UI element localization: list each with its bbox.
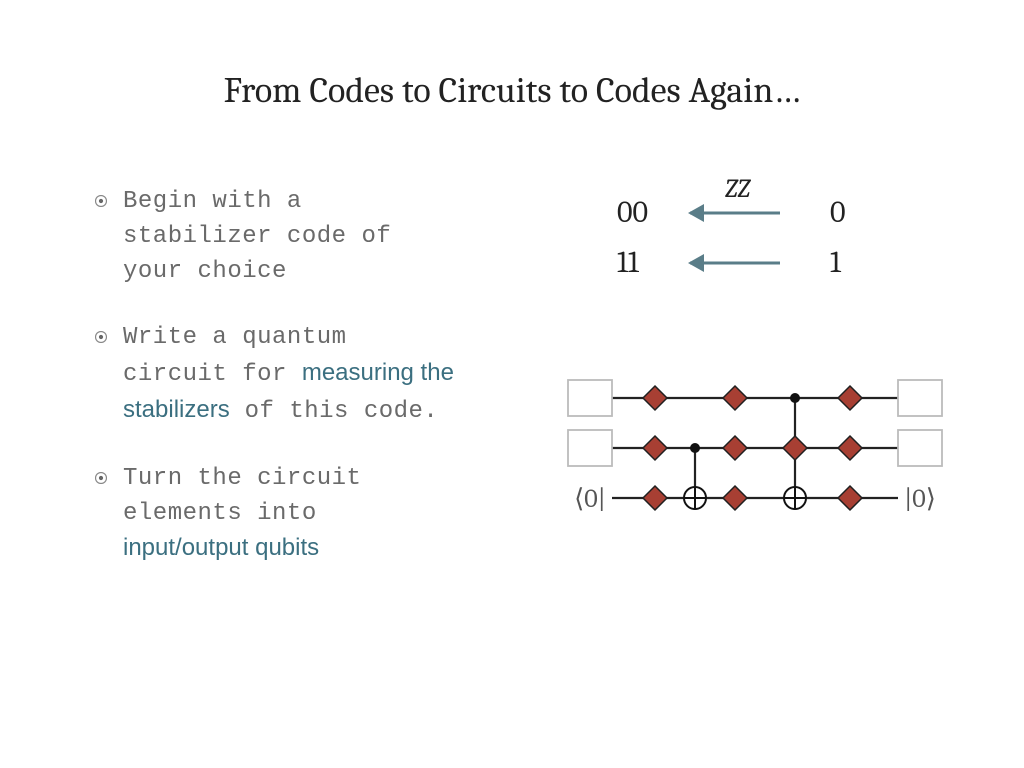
bullet-text: Begin with a stabilizer code of your cho… (123, 185, 455, 289)
bullet-highlight: input/output qubits (123, 534, 319, 561)
mapping-right-label: 0 (830, 195, 846, 230)
svg-text:⟨0|: ⟨0| (574, 484, 606, 514)
bullet-icon (95, 195, 107, 207)
bullet-item: Begin with a stabilizer code of your cho… (95, 185, 455, 289)
svg-text:|0⟩: |0⟩ (904, 484, 936, 514)
bullet-item: Write a quantum circuit for measuring th… (95, 321, 455, 429)
mapping-left-label: 00 (617, 195, 648, 230)
circuit-svg: ⟨0| |0⟩ (560, 368, 950, 528)
mapping-left-label: 11 (617, 245, 639, 280)
bullet-list: Begin with a stabilizer code of your cho… (95, 185, 455, 600)
slide: From Codes to Circuits to Codes Again… B… (0, 0, 1024, 768)
mapping-diagram: ZZ 000111 (560, 175, 940, 295)
slide-title: From Codes to Circuits to Codes Again… (0, 70, 1024, 111)
bullet-text: Write a quantum circuit for measuring th… (123, 321, 455, 429)
bullet-text: Turn the circuit elements into input/out… (123, 462, 455, 568)
bullet-highlight: measuring the stabilizers (123, 359, 454, 423)
zz-label: ZZ (725, 174, 750, 204)
circuit-diagram: ⟨0| |0⟩ (560, 368, 950, 528)
bullet-item: Turn the circuit elements into input/out… (95, 462, 455, 568)
mapping-right-label: 1 (830, 245, 841, 280)
bullet-icon (95, 331, 107, 343)
bullet-icon (95, 472, 107, 484)
